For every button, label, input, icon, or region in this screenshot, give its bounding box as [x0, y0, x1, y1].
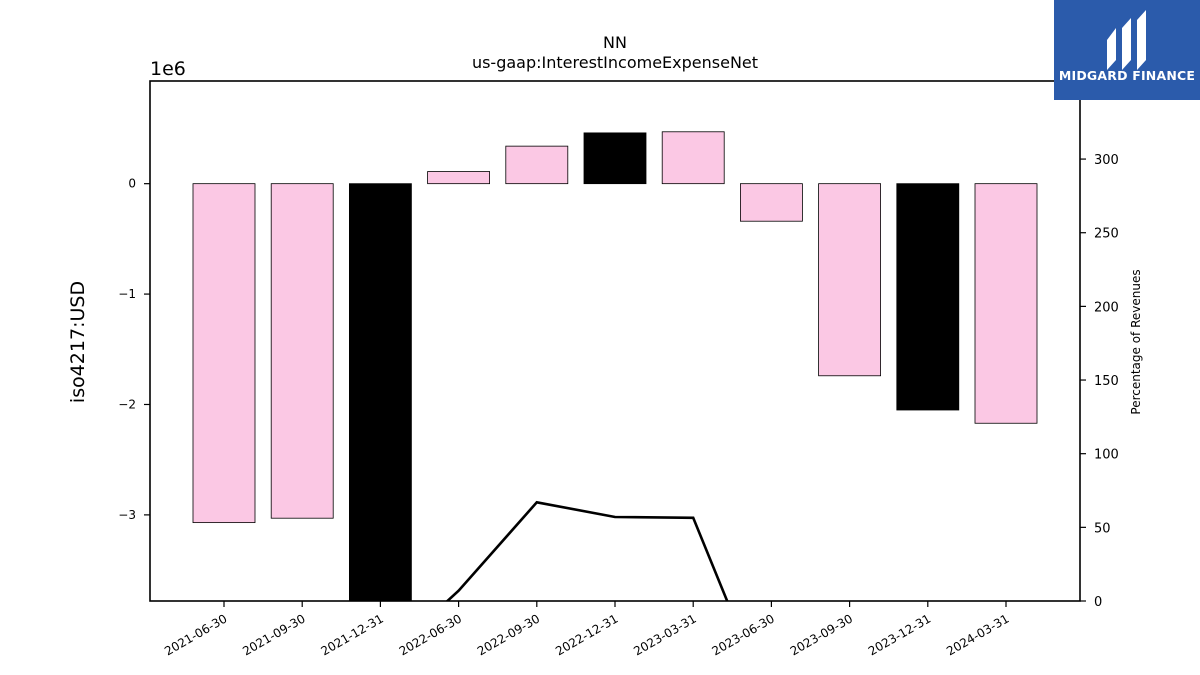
y-tick-label: −3	[118, 508, 136, 522]
bar-2021-09-30	[270, 183, 334, 519]
y-ticks-group: 0 −1 −2 −3	[118, 177, 150, 522]
bar-2023-06-30	[740, 183, 803, 222]
percentage-of-revenues-line	[445, 500, 729, 601]
x-tick-label: 2022-06-30	[397, 611, 464, 658]
x-tick-label: 2023-03-31	[631, 611, 698, 658]
midgard-finance-logo: MIDGARD FINANCE	[1054, 0, 1200, 100]
y-offset-label: 1e6	[150, 58, 186, 80]
bar-logo-icon	[1107, 10, 1146, 70]
y-tick-label: 0	[128, 177, 136, 191]
percentage-line-group	[445, 500, 729, 601]
y-axis-label: iso4217:USD	[67, 281, 89, 403]
x-tick-label: 2022-09-30	[475, 611, 542, 658]
x-tick-label: 2024-03-31	[944, 611, 1011, 658]
logo-text: MIDGARD FINANCE	[1058, 68, 1196, 83]
x-ticks-group: 2021-06-30 2021-09-30 2021-12-31 2022-06-30…	[162, 601, 1012, 658]
x-tick-label: 2021-06-30	[162, 611, 229, 658]
x-tick-label: 2023-09-30	[788, 611, 855, 658]
bar-2021-06-30	[192, 183, 256, 524]
x-tick-label: 2022-12-31	[553, 611, 620, 658]
y-tick-label: −2	[118, 397, 136, 411]
bar-2023-03-31	[661, 131, 725, 185]
bar-2023-09-30	[818, 183, 881, 377]
y-tick-label: −1	[118, 287, 136, 301]
y2-tick-label: 200	[1094, 300, 1119, 315]
y2-tick-label: 50	[1094, 521, 1111, 536]
x-tick-label: 2023-12-31	[866, 611, 933, 658]
bars-group	[192, 131, 1038, 601]
x-tick-label: 2021-09-30	[240, 611, 307, 658]
bar-2022-12-31	[583, 132, 647, 185]
x-tick-label: 2023-06-30	[709, 611, 776, 658]
y2-axis-label: Percentage of Revenues	[1129, 269, 1143, 414]
y2-ticks-group: 0 50 100 150 200 250 300	[1080, 153, 1119, 610]
bar-2022-09-30	[505, 145, 569, 185]
y2-tick-label: 100	[1094, 448, 1119, 463]
chart-subtitle: us-gaap:InterestIncomeExpenseNet	[472, 53, 758, 72]
y2-tick-label: 0	[1094, 595, 1102, 610]
y2-tick-label: 150	[1094, 374, 1119, 389]
bar-2024-03-31	[974, 183, 1038, 424]
bar-2021-12-31	[348, 183, 412, 601]
bar-2022-06-30	[427, 171, 491, 185]
x-tick-label: 2021-12-31	[318, 611, 385, 658]
chart-title: NN	[603, 33, 627, 52]
y2-tick-label: 250	[1094, 227, 1119, 242]
y2-tick-label: 300	[1094, 153, 1119, 168]
bar-2023-12-31	[896, 183, 960, 411]
